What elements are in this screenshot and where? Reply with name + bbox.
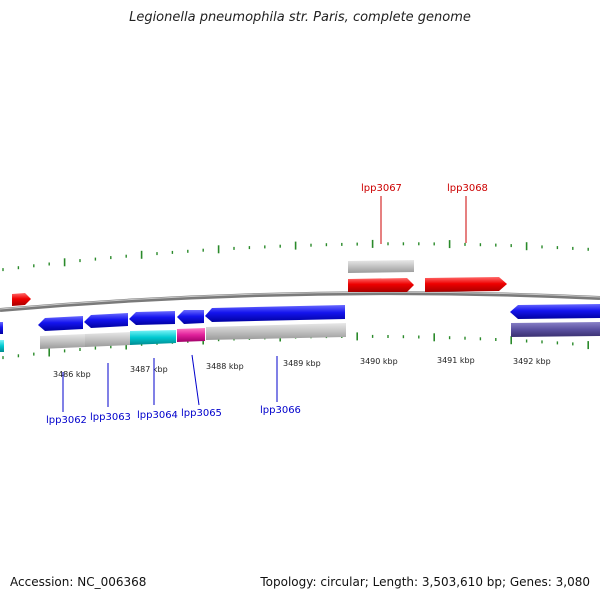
gene-right-edge-blue[interactable] <box>510 304 600 319</box>
upper-tick-row <box>2 239 589 272</box>
genome-backbone <box>0 291 600 312</box>
gene-lpp3067[interactable] <box>348 278 414 292</box>
cds-lpp3064[interactable] <box>130 330 176 345</box>
cds-lpp3062[interactable] <box>40 334 85 349</box>
kbp-label-3491: 3491 kbp <box>437 356 475 365</box>
kbp-label-3492: 3492 kbp <box>513 357 551 366</box>
accession-label: Accession: NC_006368 <box>10 575 147 589</box>
kbp-label-3490: 3490 kbp <box>360 357 398 366</box>
gene-label-lpp3064[interactable]: lpp3064 <box>137 410 178 421</box>
kbp-label-3487: 3487 kbp <box>130 365 168 374</box>
gene-label-lpp3065[interactable]: lpp3065 <box>181 408 222 419</box>
gene-label-lpp3063[interactable]: lpp3063 <box>90 412 131 423</box>
kbp-label-3486: 3486 kbp <box>53 370 91 379</box>
gene-lpp3068[interactable] <box>425 277 507 292</box>
gene-label-lpp3066[interactable]: lpp3066 <box>260 405 301 416</box>
cds-lpp3065[interactable] <box>177 328 205 342</box>
kbp-label-3489: 3489 kbp <box>283 359 321 368</box>
gene-left-edge-blue[interactable] <box>0 322 3 334</box>
genome-title: Legionella pneumophila str. Paris, compl… <box>129 10 471 25</box>
gene-left-edge-red[interactable] <box>12 293 31 306</box>
cds-lpp3063[interactable] <box>85 332 130 347</box>
leader-lpp3065 <box>191 354 200 406</box>
gene-label-lpp3068[interactable]: lpp3068 <box>447 183 488 194</box>
gene-lpp3064[interactable] <box>129 311 175 325</box>
gene-lpp3063[interactable] <box>84 313 128 328</box>
kbp-label-3488: 3488 kbp <box>206 362 244 371</box>
cds-lpp3066[interactable] <box>206 323 346 340</box>
gene-lpp3066[interactable] <box>205 305 345 322</box>
gene-lpp3062[interactable] <box>38 316 83 331</box>
feature-right-indigo[interactable] <box>511 322 600 337</box>
gene-label-lpp3067[interactable]: lpp3067 <box>361 183 402 194</box>
gene-lpp3067-cds[interactable] <box>348 260 414 273</box>
gene-lpp3065[interactable] <box>177 310 204 324</box>
genome-summary: Topology: circular; Length: 3,503,610 bp… <box>260 575 590 589</box>
gene-left-edge-cyan[interactable] <box>0 340 4 352</box>
gene-label-lpp3062[interactable]: lpp3062 <box>46 415 87 426</box>
